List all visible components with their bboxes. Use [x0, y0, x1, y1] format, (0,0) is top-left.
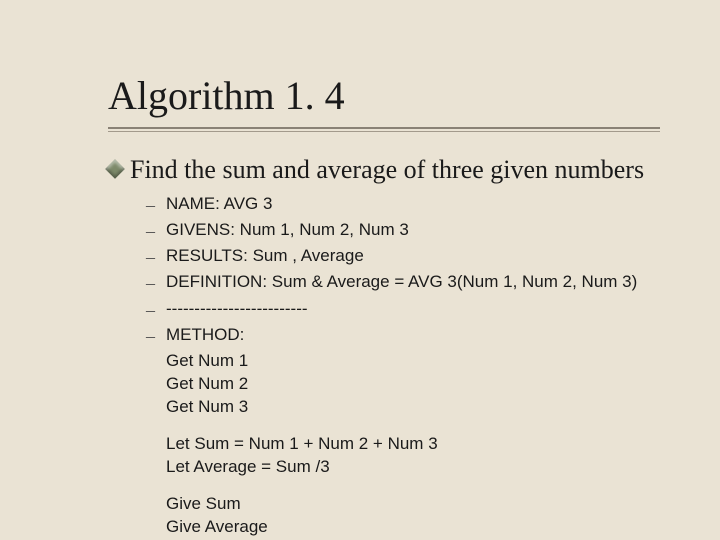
spec-item: – -------------------------: [146, 298, 660, 322]
method-group: Let Sum = Num 1 + Num 2 + Num 3 Let Aver…: [166, 433, 660, 479]
spec-item: – GIVENS: Num 1, Num 2, Num 3: [146, 219, 660, 243]
title-rule-light: [108, 131, 660, 132]
method-line: Get Num 1: [166, 350, 660, 373]
dash-bullet-icon: –: [146, 324, 166, 348]
method-line: Get Num 3: [166, 396, 660, 419]
slide-title: Algorithm 1. 4: [108, 72, 660, 119]
dash-bullet-icon: –: [146, 298, 166, 322]
diamond-bullet-icon: [108, 162, 122, 176]
spec-item-text: METHOD:: [166, 324, 244, 347]
dash-bullet-icon: –: [146, 219, 166, 243]
method-line: Get Num 2: [166, 373, 660, 396]
spec-list: – NAME: AVG 3 – GIVENS: Num 1, Num 2, Nu…: [146, 193, 660, 349]
method-line: Give Average: [166, 516, 660, 539]
method-group: Get Num 1 Get Num 2 Get Num 3: [166, 350, 660, 419]
spec-item-text: -------------------------: [166, 298, 308, 321]
method-line: Let Average = Sum /3: [166, 456, 660, 479]
method-line: Let Sum = Num 1 + Num 2 + Num 3: [166, 433, 660, 456]
slide: Algorithm 1. 4 Find the sum and average …: [0, 0, 720, 540]
bullet-level1: Find the sum and average of three given …: [108, 154, 660, 187]
spec-item: – DEFINITION: Sum & Average = AVG 3(Num …: [146, 271, 660, 295]
method-group: Give Sum Give Average: [166, 493, 660, 539]
dash-bullet-icon: –: [146, 271, 166, 295]
method-line: Give Sum: [166, 493, 660, 516]
spec-item: – NAME: AVG 3: [146, 193, 660, 217]
dash-bullet-icon: –: [146, 245, 166, 269]
spec-item-text: RESULTS: Sum , Average: [166, 245, 364, 268]
spec-item-text: DEFINITION: Sum & Average = AVG 3(Num 1,…: [166, 271, 637, 294]
spec-item-text: NAME: AVG 3: [166, 193, 272, 216]
spec-item: – RESULTS: Sum , Average: [146, 245, 660, 269]
bullet-level1-text: Find the sum and average of three given …: [130, 154, 644, 187]
spec-item-text: GIVENS: Num 1, Num 2, Num 3: [166, 219, 409, 242]
spec-item: – METHOD:: [146, 324, 660, 348]
title-rule-heavy: [108, 127, 660, 129]
method-block: Get Num 1 Get Num 2 Get Num 3 Let Sum = …: [166, 350, 660, 539]
dash-bullet-icon: –: [146, 193, 166, 217]
